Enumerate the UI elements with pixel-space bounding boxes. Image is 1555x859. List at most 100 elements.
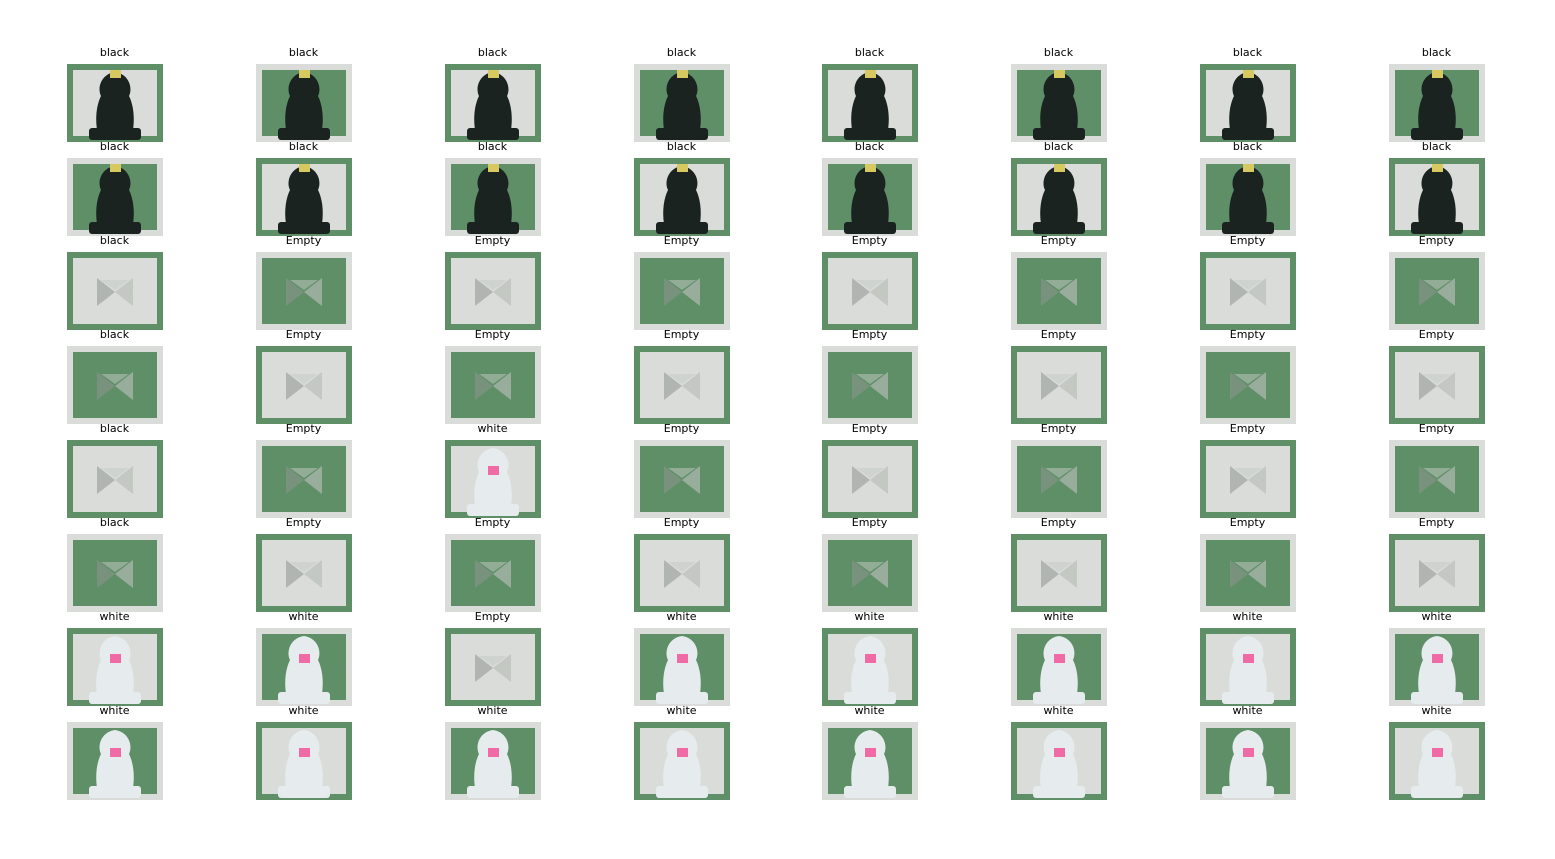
square-image [1011,722,1107,800]
thumbnail-cell: white [1153,610,1342,704]
square-face [1395,540,1479,606]
square-image [256,534,352,612]
thumbnail-cell: white [587,704,776,798]
thumbnail-label: black [587,46,776,59]
thumbnail-cell: Empty [775,234,964,328]
square-image [1011,346,1107,424]
square-image [67,440,163,518]
square-face [1017,540,1101,606]
thumbnail-label: black [964,140,1153,153]
square-image [1011,64,1107,142]
square-face [262,352,346,418]
square-image [1389,252,1485,330]
thumbnail-label: Empty [964,328,1153,341]
square-face [640,258,724,324]
square-image [445,158,541,236]
thumbnail-label: white [587,610,776,623]
thumbnail-cell: white [209,704,398,798]
pink-marker [677,654,688,663]
thumbnail-cell: white [398,704,587,798]
thumbnail-label: black [775,140,964,153]
thumbnail-cell: black [20,516,209,610]
square-face [262,540,346,606]
square-face [451,634,535,700]
square-image [634,252,730,330]
thumbnail-cell: black [20,234,209,328]
pink-marker [1054,748,1065,757]
thumbnail-cell: black [587,140,776,234]
square-image [822,722,918,800]
pink-marker [1432,654,1443,663]
square-image [1011,628,1107,706]
thumbnail-label: white [20,704,209,717]
thumbnail-label: Empty [209,516,398,529]
square-image [1011,534,1107,612]
thumbnail-cell: Empty [1342,328,1531,422]
square-image [256,346,352,424]
thumbnail-cell: Empty [209,328,398,422]
pink-marker [299,654,310,663]
thumbnail-cell: Empty [209,422,398,516]
thumbnail-label: black [20,234,209,247]
thumbnail-label: Empty [775,422,964,435]
square-image [256,628,352,706]
thumbnail-cell: Empty [1342,234,1531,328]
square-image [1389,64,1485,142]
square-face [1017,446,1101,512]
thumbnail-cell: Empty [209,234,398,328]
thumbnail-label: Empty [209,328,398,341]
pink-marker [1243,748,1254,757]
thumbnail-label: Empty [587,422,776,435]
thumbnail-label: black [1342,140,1531,153]
thumbnail-label: white [20,610,209,623]
pink-marker [865,748,876,757]
thumbnail-label: Empty [775,328,964,341]
thumbnail-label: black [20,140,209,153]
thumbnail-label: black [398,46,587,59]
thumbnail-cell: Empty [1153,516,1342,610]
thumbnail-cell: white [1153,704,1342,798]
yellow-marker [1432,164,1443,172]
square-image [256,158,352,236]
square-image [822,64,918,142]
square-face [262,258,346,324]
thumbnail-label: black [964,46,1153,59]
square-image [67,534,163,612]
square-image [67,346,163,424]
thumbnail-cell: white [587,610,776,704]
square-image [822,252,918,330]
thumbnail-cell: black [209,140,398,234]
thumbnail-cell: Empty [587,234,776,328]
square-image [1200,628,1296,706]
pink-marker [865,654,876,663]
thumbnail-cell: white [775,704,964,798]
thumbnail-label: black [1342,46,1531,59]
square-image [67,252,163,330]
square-face [262,446,346,512]
thumbnail-cell: Empty [964,234,1153,328]
thumbnail-cell: black [398,46,587,140]
thumbnail-cell: black [1153,140,1342,234]
square-image [1200,158,1296,236]
thumbnail-label: white [1153,704,1342,717]
thumbnail-cell: black [20,422,209,516]
yellow-marker [1243,164,1254,172]
thumbnail-cell: black [964,140,1153,234]
square-image [256,440,352,518]
thumbnail-cell: black [775,46,964,140]
thumbnail-cell: Empty [398,234,587,328]
yellow-marker [110,70,121,78]
thumbnail-label: Empty [775,516,964,529]
pink-marker [110,748,121,757]
square-face [640,446,724,512]
square-face [1395,352,1479,418]
thumbnail-cell: Empty [1153,328,1342,422]
square-face [73,446,157,512]
square-image [1200,346,1296,424]
thumbnail-cell: Empty [209,516,398,610]
thumbnail-cell: Empty [1153,422,1342,516]
pink-marker [677,748,688,757]
thumbnail-cell: white [1342,610,1531,704]
thumbnail-label: black [20,422,209,435]
